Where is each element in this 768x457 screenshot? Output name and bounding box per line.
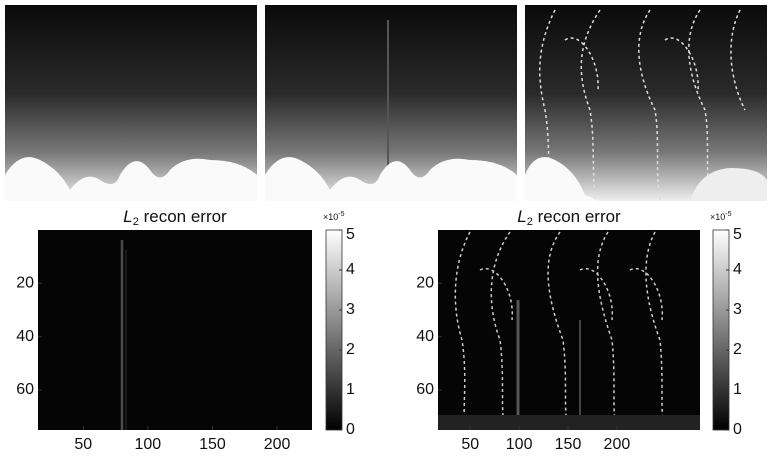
y-tick-label: 60: [416, 381, 434, 398]
multiplier-base: ×10: [323, 212, 338, 222]
y-tick-label: 20: [416, 275, 434, 292]
colorbar-tick-label: 0: [346, 421, 355, 438]
colorbar-tick-label: 5: [733, 226, 742, 243]
top-image: [525, 5, 767, 201]
multiplier-exponent: -5: [725, 211, 731, 218]
x-tick-label: 100: [506, 436, 533, 453]
chart-title: L2 recon error: [517, 207, 621, 227]
x-tick-label: 200: [604, 436, 631, 453]
colorbar-tick-label: 2: [733, 341, 742, 358]
colorbar-tick-label: 2: [346, 341, 355, 358]
top-image: [5, 5, 257, 201]
title-subscript: 2: [527, 216, 533, 228]
x-tick-label: 150: [199, 436, 226, 453]
colorbar-tick-label: 1: [733, 381, 742, 398]
x-tick-label: 50: [74, 436, 92, 453]
colorbar: [325, 229, 343, 431]
heatmap-image: [38, 230, 312, 430]
title-symbol: L: [123, 207, 132, 226]
colorbar: [712, 229, 730, 431]
colorbar-multiplier: ×10-5: [710, 211, 732, 223]
y-tick-label: 60: [16, 381, 34, 398]
multiplier-base: ×10: [710, 212, 725, 222]
x-tick-label: 50: [461, 436, 479, 453]
y-tick-label: 40: [416, 328, 434, 345]
colorbar-multiplier: ×10-5: [323, 211, 345, 223]
colorbar-tick-label: 0: [733, 421, 742, 438]
colorbar-tick-label: 1: [346, 381, 355, 398]
title-symbol: L: [517, 207, 526, 226]
heatmap-image: [438, 230, 700, 431]
title-text: recon error: [139, 207, 227, 226]
title-text: recon error: [533, 207, 621, 226]
x-tick-label: 100: [135, 436, 162, 453]
colorbar-tick-label: 3: [733, 301, 742, 318]
top-image: [265, 5, 517, 201]
multiplier-exponent: -5: [338, 211, 344, 218]
chart-title: L2 recon error: [123, 207, 227, 227]
colorbar-tick-label: 3: [346, 301, 355, 318]
title-subscript: 2: [133, 216, 139, 228]
y-tick-label: 40: [16, 328, 34, 345]
colorbar-tick-label: 4: [733, 261, 742, 278]
x-tick-label: 150: [555, 436, 582, 453]
colorbar-tick-label: 4: [346, 261, 355, 278]
colorbar-tick-label: 5: [346, 226, 355, 243]
x-tick-label: 200: [264, 436, 291, 453]
y-tick-label: 20: [16, 275, 34, 292]
